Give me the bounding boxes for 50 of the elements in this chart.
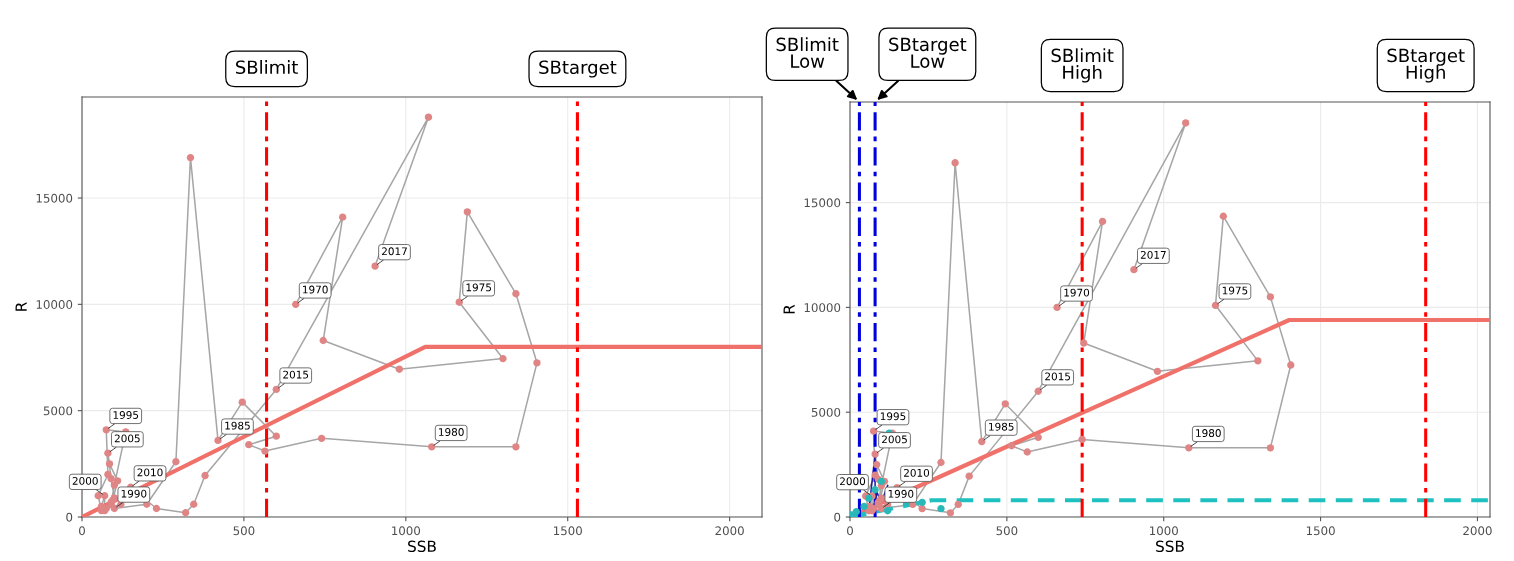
x-axis-title: SSB — [408, 540, 436, 553]
annotation: 2000 — [72, 476, 98, 485]
x-tick-label: 2000 — [1463, 526, 1492, 536]
ref-line-label: SBlimit — [235, 60, 298, 75]
x-tick-label: 500 — [996, 526, 1018, 536]
x-tick-label: 2000 — [715, 526, 744, 536]
annotation: 2010 — [137, 468, 163, 477]
ref-line-label: SBlimit Low — [776, 37, 839, 68]
annotation: 2000 — [840, 477, 866, 486]
annotation: 1980 — [1196, 429, 1221, 437]
ref-line-label: SBlimit High — [1051, 48, 1114, 83]
ref-line-label: SBtarget — [539, 60, 617, 78]
y-tick-label: 15000 — [804, 198, 841, 208]
annotation: 1980 — [439, 428, 464, 436]
annotation: 2015 — [1045, 372, 1071, 381]
annotation: 1985 — [989, 422, 1014, 431]
x-tick-label: 500 — [233, 526, 255, 536]
y-tick-label: 10000 — [804, 303, 841, 313]
annotation: 1995 — [880, 412, 906, 421]
annotation: 1970 — [1064, 288, 1090, 297]
y-tick-label: 10000 — [36, 300, 73, 309]
y-tick-label: 15000 — [36, 193, 73, 203]
annotation: 2005 — [114, 434, 140, 443]
annotation: 1990 — [121, 489, 147, 498]
annotation: 1975 — [1222, 286, 1248, 295]
annotation: 2015 — [283, 370, 309, 379]
y-tick-label: 5000 — [811, 407, 841, 417]
x-tick-label: 0 — [847, 526, 853, 536]
annotation: 1995 — [113, 411, 139, 419]
ref-line-label: SBtarget Low — [889, 37, 967, 68]
x-tick-label: 1000 — [392, 526, 421, 536]
ref-line-label: SBtarget High — [1387, 48, 1465, 83]
annotation: 2010 — [904, 468, 930, 477]
annotation: 1975 — [466, 283, 492, 292]
x-tick-label: 0 — [79, 526, 85, 536]
y-tick-label: 5000 — [43, 406, 73, 416]
x-tick-label: 1500 — [1306, 526, 1335, 536]
x-axis-title: SSB — [1156, 540, 1184, 553]
y-tick-label: 0 — [834, 512, 841, 522]
annotation: 2017 — [382, 247, 407, 256]
annotation: 2017 — [1140, 250, 1166, 259]
y-tick-label: 0 — [66, 512, 73, 522]
annotation: 1985 — [225, 421, 250, 430]
annotation: 2005 — [882, 435, 907, 444]
y-axis-title: R — [15, 302, 27, 311]
y-axis-title: R — [783, 304, 795, 314]
annotation: 1990 — [888, 489, 914, 498]
x-tick-label: 1000 — [1150, 526, 1178, 536]
annotation: 1970 — [303, 285, 328, 294]
x-tick-label: 1500 — [553, 526, 582, 536]
